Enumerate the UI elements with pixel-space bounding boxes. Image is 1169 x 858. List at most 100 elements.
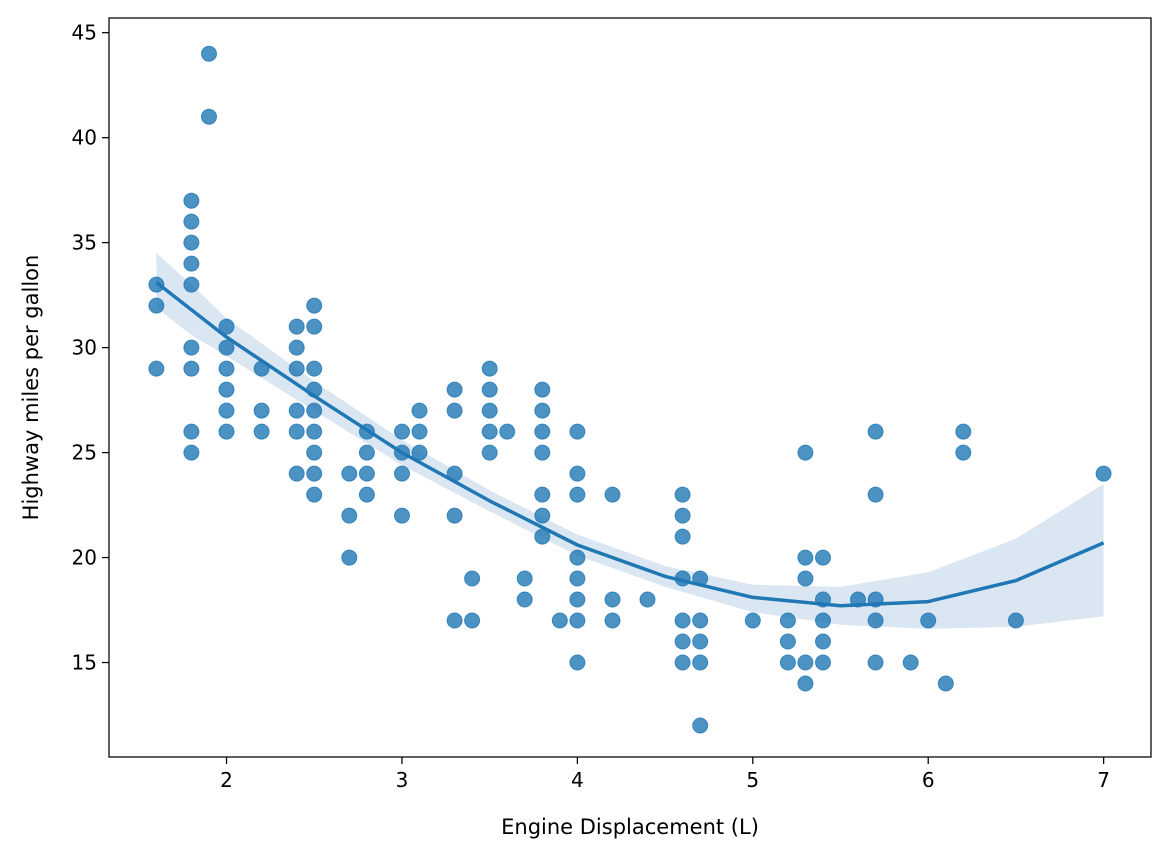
data-point xyxy=(446,402,463,419)
data-point xyxy=(411,444,428,461)
data-point xyxy=(937,675,954,692)
data-point xyxy=(306,318,323,335)
data-point xyxy=(306,423,323,440)
data-point xyxy=(306,444,323,461)
data-point xyxy=(551,612,568,629)
data-point xyxy=(692,654,709,671)
data-point xyxy=(569,549,586,566)
data-point xyxy=(218,402,235,419)
data-point xyxy=(183,339,200,356)
data-point xyxy=(481,444,498,461)
data-point xyxy=(288,402,305,419)
data-point xyxy=(674,486,691,503)
data-point xyxy=(1095,465,1112,482)
data-point xyxy=(867,612,884,629)
data-point xyxy=(516,570,533,587)
data-point xyxy=(201,108,217,125)
data-point xyxy=(815,612,831,629)
y-tick-label: 20 xyxy=(72,546,97,570)
data-point xyxy=(569,570,586,587)
data-point xyxy=(411,423,428,440)
data-point xyxy=(797,675,814,692)
data-point xyxy=(218,339,235,356)
data-point xyxy=(534,423,551,440)
data-point xyxy=(534,507,551,524)
data-point xyxy=(779,633,796,650)
data-point xyxy=(218,381,235,398)
y-axis: 15 20 25 30 35 40 45 xyxy=(72,21,109,675)
data-point xyxy=(604,486,621,503)
data-point xyxy=(218,360,235,377)
data-point xyxy=(446,612,463,629)
y-tick-label: 45 xyxy=(72,21,97,45)
y-tick-label: 15 xyxy=(72,651,97,675)
data-point xyxy=(867,486,884,503)
data-point xyxy=(797,570,814,587)
data-point xyxy=(920,612,937,629)
data-point xyxy=(411,402,428,419)
data-point xyxy=(516,591,533,608)
data-point xyxy=(815,549,831,566)
data-point xyxy=(815,633,831,650)
data-point xyxy=(201,45,217,62)
data-point xyxy=(306,360,323,377)
data-point xyxy=(218,423,235,440)
data-point xyxy=(779,654,796,671)
confidence-band xyxy=(156,253,1104,629)
data-point xyxy=(797,654,814,671)
data-point xyxy=(358,486,375,503)
data-point xyxy=(394,465,410,482)
data-point xyxy=(253,402,270,419)
data-point xyxy=(446,507,463,524)
data-point xyxy=(183,360,200,377)
data-point xyxy=(569,423,586,440)
x-tick-label: 3 xyxy=(396,768,409,792)
data-point xyxy=(218,318,235,335)
y-tick-label: 40 xyxy=(72,126,97,150)
data-point xyxy=(183,192,200,209)
data-point xyxy=(288,339,305,356)
data-point xyxy=(867,654,884,671)
data-point xyxy=(955,444,972,461)
data-points-layer xyxy=(148,45,1112,734)
data-point xyxy=(341,507,358,524)
data-point xyxy=(306,297,323,314)
y-tick-label: 35 xyxy=(72,231,97,255)
data-point xyxy=(288,360,305,377)
data-point xyxy=(815,654,831,671)
data-point xyxy=(674,612,691,629)
data-point xyxy=(481,402,498,419)
x-tick-label: 2 xyxy=(220,768,233,792)
data-point xyxy=(306,402,323,419)
data-point xyxy=(394,507,410,524)
data-point xyxy=(867,423,884,440)
data-point xyxy=(534,381,551,398)
data-point xyxy=(639,591,656,608)
data-point xyxy=(534,444,551,461)
plot-area-frame xyxy=(108,17,1152,758)
data-point xyxy=(1007,612,1024,629)
data-point xyxy=(288,423,305,440)
data-point xyxy=(499,423,516,440)
confidence-band-layer xyxy=(156,253,1104,629)
data-point xyxy=(481,360,498,377)
data-point xyxy=(674,528,691,545)
data-point xyxy=(288,465,305,482)
y-tick-label: 25 xyxy=(72,441,97,465)
data-point xyxy=(569,654,586,671)
data-point xyxy=(674,633,691,650)
data-point xyxy=(674,507,691,524)
data-point xyxy=(481,423,498,440)
x-axis-label: Engine Displacement (L) xyxy=(501,815,759,839)
data-point xyxy=(902,654,919,671)
x-tick-label: 5 xyxy=(746,768,759,792)
data-point xyxy=(744,612,761,629)
data-point xyxy=(569,465,586,482)
x-axis: 2 3 4 5 6 7 xyxy=(220,757,1110,792)
data-point xyxy=(464,570,481,587)
regression-line xyxy=(155,281,1105,608)
data-point xyxy=(797,549,814,566)
data-point xyxy=(569,612,586,629)
data-point xyxy=(674,654,691,671)
